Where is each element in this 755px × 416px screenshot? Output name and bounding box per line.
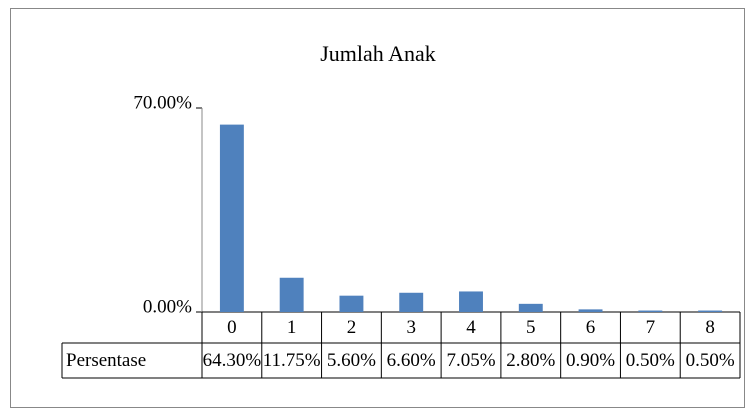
- y-tick-label: 70.00%: [133, 92, 192, 113]
- x-tick-label: 2: [347, 317, 357, 338]
- table-value: 7.05%: [446, 350, 495, 371]
- x-tick-label: 0: [227, 317, 237, 338]
- table-value: 11.75%: [263, 350, 321, 371]
- bar: [279, 277, 304, 312]
- x-tick-label: 6: [586, 317, 596, 338]
- x-tick-label: 7: [646, 317, 656, 338]
- table-value: 0.50%: [686, 350, 735, 371]
- legend-label: Persentase: [66, 350, 146, 371]
- x-tick-label: 3: [406, 317, 416, 338]
- x-tick-label: 4: [466, 317, 476, 338]
- bar: [638, 310, 663, 312]
- x-tick-label: 5: [526, 317, 536, 338]
- table-value: 0.90%: [566, 350, 615, 371]
- bar: [518, 303, 543, 312]
- x-tick-label: 8: [705, 317, 715, 338]
- bar: [219, 124, 244, 313]
- chart-border: [10, 8, 745, 408]
- table-value: 0.50%: [626, 350, 675, 371]
- bar: [698, 310, 723, 312]
- table-value: 2.80%: [506, 350, 555, 371]
- bar: [578, 309, 603, 312]
- chart-title: Jumlah Anak: [320, 41, 436, 66]
- y-tick-label: 0.00%: [143, 296, 192, 317]
- bar: [459, 291, 483, 312]
- table-value: 64.30%: [203, 350, 262, 371]
- table-value: 6.60%: [387, 350, 436, 371]
- x-tick-label: 1: [287, 317, 297, 338]
- bar: [399, 292, 424, 312]
- table-value: 5.60%: [327, 350, 376, 371]
- bar: [339, 295, 364, 312]
